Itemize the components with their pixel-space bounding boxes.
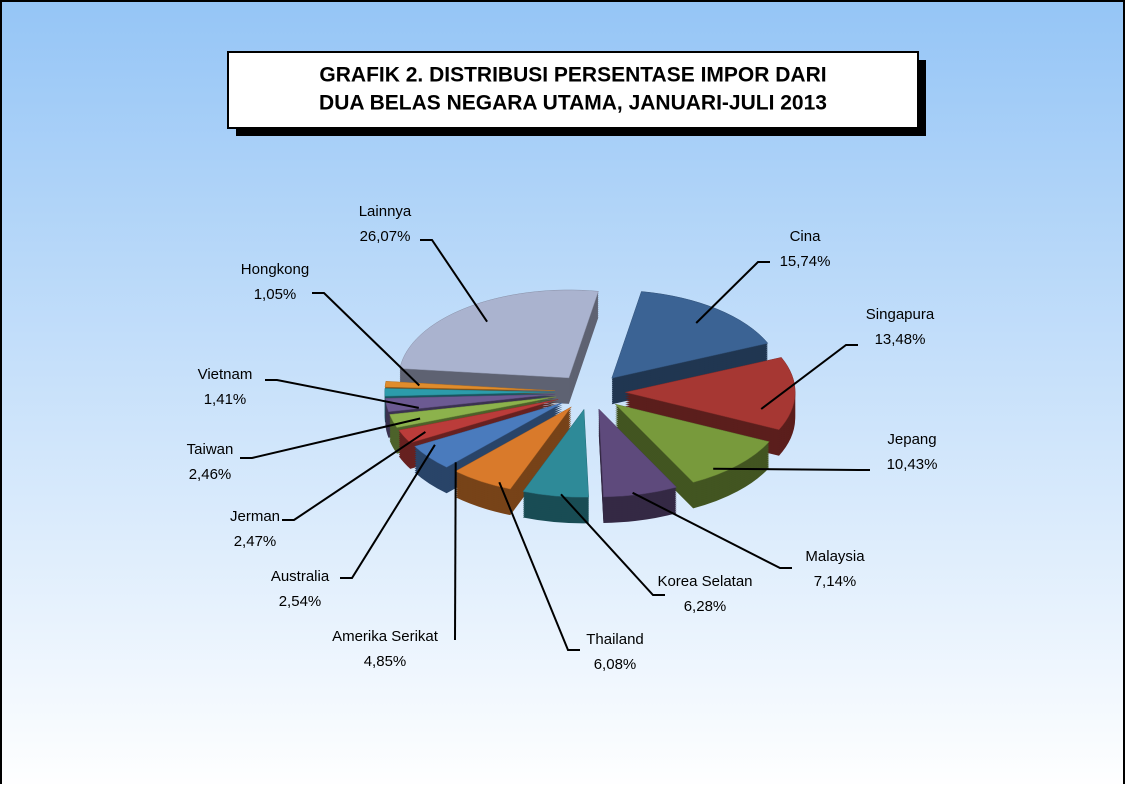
value-label: 2,54% [279,593,322,610]
slice-label: Jepang [887,431,936,448]
slice-label: Amerika Serikat [332,628,439,645]
slice-label: Malaysia [805,548,865,565]
slice-label: Singapura [866,306,935,323]
slice [414,402,563,468]
chart-title: GRAFIK 2. DISTRIBUSI PERSENTASE IMPOR DA… [319,64,826,87]
value-label: 4,85% [364,653,407,670]
slice [389,396,557,428]
value-label: 6,08% [594,656,637,673]
chart-title: DUA BELAS NEGARA UTAMA, JANUARI-JULI 201… [319,92,827,115]
leader-line [265,379,419,409]
slice [384,388,555,397]
leader-line [340,444,436,579]
value-label: 1,05% [254,286,297,303]
slice-label: Vietnam [198,366,253,383]
value-label: 7,14% [814,573,857,590]
value-label: 13,48% [875,331,926,348]
slice [385,393,556,413]
value-label: 15,74% [780,253,831,270]
slice [598,408,678,498]
slice-label: Korea Selatan [657,573,752,590]
leader-line [632,491,792,569]
leader-line [498,481,580,651]
value-label: 26,07% [360,228,411,245]
value-label: 2,47% [234,533,277,550]
slice-label: Hongkong [241,261,309,278]
value-label: 6,28% [684,598,727,615]
slice [384,381,555,391]
leader-line [312,292,420,387]
slice [614,403,770,483]
slice-label: Thailand [586,631,644,648]
leader-line [454,462,457,641]
leader-line [420,239,488,323]
slice-label: Australia [271,568,330,585]
slice [611,291,769,379]
leader-line [760,344,858,410]
slice-label: Jerman [230,508,280,525]
leader-line [713,467,870,471]
slice-side [389,398,557,430]
leader-line [560,493,665,596]
leader-line [695,261,770,324]
slice-label: Lainnya [359,203,412,220]
value-label: 10,43% [887,456,938,473]
leader-line [240,417,421,459]
slice-label: Taiwan [187,441,234,458]
slice [625,357,796,430]
slice-label: Cina [790,228,822,245]
value-label: 2,46% [189,466,232,483]
leader-line [282,431,426,521]
slice [399,289,599,379]
value-label: 1,41% [204,391,247,408]
slice [522,408,589,498]
title-box [227,51,919,129]
